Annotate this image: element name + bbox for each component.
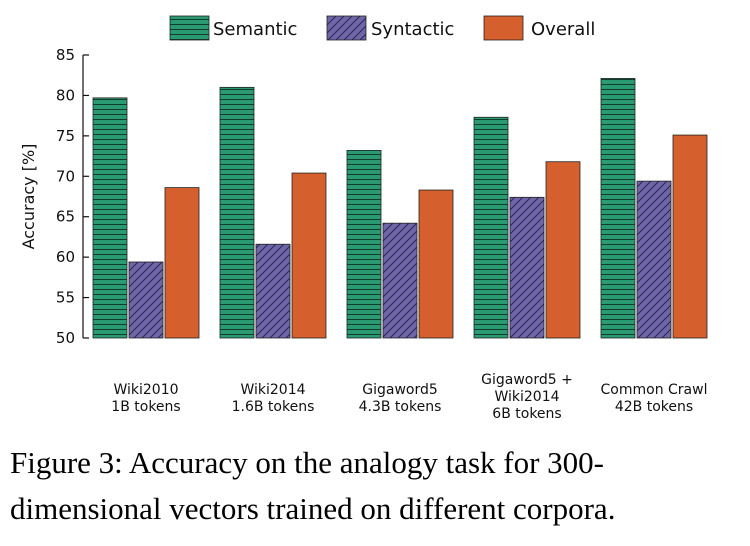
category-label: Gigaword5 4.3B tokens xyxy=(359,382,442,415)
y-tick-label: 80 xyxy=(56,86,75,104)
y-tick-label: 65 xyxy=(56,208,75,226)
category-label: Common Crawl 42B tokens xyxy=(601,382,708,415)
bar-syntactic xyxy=(509,196,545,339)
bar-syntactic xyxy=(636,180,672,339)
y-tick-label: 50 xyxy=(56,329,75,347)
bar-overall xyxy=(672,134,708,339)
bar-overall xyxy=(545,161,581,339)
y-axis: 50 55 60 65 70 75 80 85 Accuracy [%] xyxy=(19,46,89,347)
bar-semantic xyxy=(473,116,509,339)
bar-syntactic xyxy=(255,243,291,339)
bar-semantic xyxy=(600,78,636,339)
category-label: Wiki2010 1B tokens xyxy=(111,382,180,415)
legend-swatch-overall xyxy=(483,15,524,41)
bar-syntactic xyxy=(382,222,418,339)
bar-semantic xyxy=(92,97,128,339)
bars xyxy=(92,78,708,339)
legend-swatch-syntactic xyxy=(326,15,367,41)
bar-semantic xyxy=(219,86,255,339)
category-label: Wiki2014 1.6B tokens xyxy=(232,382,315,415)
legend: Semantic Syntactic Overall xyxy=(169,15,595,41)
bar-overall xyxy=(418,189,454,339)
bar-syntactic xyxy=(128,261,164,339)
bar-chart: Semantic Syntactic Overall 50 55 60 65 70 75 80 8… xyxy=(19,15,708,422)
y-tick-label: 85 xyxy=(56,46,75,64)
bar-semantic xyxy=(346,150,382,339)
figure-caption: Figure 3: Accuracy on the analogy task f… xyxy=(10,445,616,526)
bar-overall xyxy=(164,187,200,339)
legend-swatch-semantic xyxy=(169,15,210,41)
legend-label-syntactic: Syntactic xyxy=(371,19,454,40)
legend-label-semantic: Semantic xyxy=(213,19,297,40)
legend-label-overall: Overall xyxy=(531,19,595,40)
y-tick-label: 70 xyxy=(56,167,75,185)
y-tick-label: 75 xyxy=(56,127,75,145)
y-axis-title: Accuracy [%] xyxy=(19,144,38,250)
bar-overall xyxy=(291,172,327,339)
category-label: Gigaword5 + Wiki2014 6B tokens xyxy=(481,372,573,422)
y-tick-label: 60 xyxy=(56,248,75,266)
y-tick-label: 55 xyxy=(56,289,75,307)
category-labels: Wiki2010 1B tokens Wiki2014 1.6B tokens Giga… xyxy=(111,372,707,422)
